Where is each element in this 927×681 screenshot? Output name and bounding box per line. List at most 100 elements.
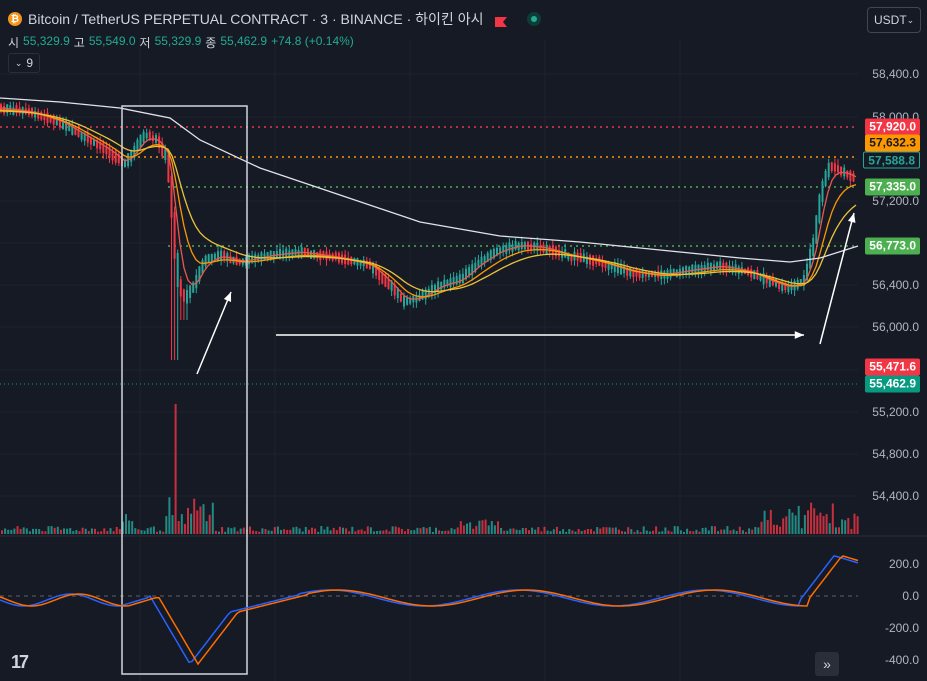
osc-tick: -200.0 (884, 621, 919, 635)
volume-bar (797, 505, 800, 534)
candle (52, 115, 55, 125)
osc-tick: 0.0 (902, 589, 919, 603)
chevron-down-icon: ⌄ (14, 57, 23, 68)
candle (393, 284, 396, 296)
candle (452, 277, 455, 285)
candle (762, 273, 765, 285)
candle (83, 132, 86, 141)
volume-bar (850, 528, 853, 534)
volume-bar (630, 529, 633, 534)
candle (254, 254, 257, 263)
candle (384, 273, 387, 287)
volume-bar (459, 521, 462, 534)
volume-bar (233, 527, 236, 534)
volume-bar (583, 530, 586, 534)
volume-bar (456, 527, 459, 534)
volume-bar (428, 526, 431, 534)
osc-tick: 200.0 (888, 557, 919, 571)
volume-bar (847, 517, 850, 534)
candle (446, 279, 449, 286)
volume-bar (177, 521, 180, 534)
currency-select[interactable]: USDT ⌄ (867, 7, 921, 33)
double-chevron-right-icon[interactable]: » (815, 652, 839, 676)
volume-bar (394, 526, 397, 534)
volume-bar (407, 528, 410, 534)
candle (40, 111, 43, 120)
volume-bar (190, 513, 193, 534)
symbol-title[interactable]: Bitcoin / TetherUS PERPETUAL CONTRACT · … (28, 11, 484, 27)
tradingview-logo[interactable]: 17 (11, 652, 29, 672)
volume-bar (134, 528, 137, 534)
candle (613, 262, 616, 272)
candle (632, 269, 635, 278)
indicator-collapse-button[interactable]: ⌄ 9 (8, 53, 40, 73)
volume-bar (481, 520, 484, 534)
volume-bar (726, 526, 729, 534)
price-label-last: 55,462.9 (865, 375, 920, 393)
candle (102, 142, 105, 153)
candle (387, 279, 390, 289)
volume-bar (571, 530, 574, 534)
volume-bar (140, 530, 143, 534)
volume-bar (354, 531, 357, 534)
candle (465, 268, 467, 280)
volume-bar (518, 530, 521, 534)
volume-bar (118, 529, 121, 534)
candle (771, 277, 774, 286)
volume-bar (13, 528, 16, 534)
candle (204, 255, 207, 266)
candle (272, 251, 275, 259)
volume-bar (63, 528, 65, 534)
volume-bar (472, 528, 475, 534)
volume-bar (766, 520, 769, 534)
candle (359, 260, 362, 266)
volume-bar (69, 528, 72, 534)
candle (310, 250, 312, 259)
candle (424, 289, 427, 300)
volume-bar (224, 531, 227, 534)
volume-bar (627, 527, 630, 534)
ohlc-legend: 시 55,329.9 고 55,549.0 저 55,329.9 종 55,462.9 … (8, 34, 354, 51)
price-tick: 58,400.0 (872, 67, 919, 81)
volume-bar (614, 527, 617, 534)
candle (455, 276, 458, 285)
volume-bar (707, 530, 710, 534)
volume-bar (156, 531, 158, 534)
volume-bar (568, 529, 571, 534)
volume-bar (794, 515, 797, 534)
volume-bar (264, 529, 267, 534)
volume-bar (732, 529, 735, 534)
flag-icon[interactable] (495, 14, 508, 27)
volume-bar (639, 531, 642, 534)
volume-bar (540, 531, 543, 534)
volume-bar (435, 527, 437, 534)
candle (542, 244, 545, 253)
volume-bar (295, 526, 298, 534)
volume-bar (754, 526, 757, 534)
candle (638, 270, 641, 278)
candle (626, 267, 629, 276)
price-label-line-red: 57,920.0 (865, 118, 920, 136)
volume-bar (239, 528, 242, 534)
candle (514, 240, 517, 250)
candle (585, 256, 588, 264)
volume-bar (193, 498, 196, 534)
volume-bar (422, 527, 425, 534)
candle (68, 122, 71, 131)
volume-bar (667, 530, 670, 534)
volume-bar (676, 526, 679, 534)
volume-bar (94, 528, 96, 534)
candle (65, 120, 68, 131)
volume-bar (608, 527, 611, 534)
volume-bar (776, 524, 778, 534)
candle (347, 257, 350, 265)
volume-bar (466, 523, 468, 534)
candle (173, 212, 176, 259)
market-status-icon[interactable] (527, 12, 542, 26)
candle (220, 250, 223, 261)
volume-bar (611, 527, 614, 534)
candle (334, 252, 337, 260)
volume-bar (249, 526, 251, 534)
volume-bar (202, 504, 205, 534)
